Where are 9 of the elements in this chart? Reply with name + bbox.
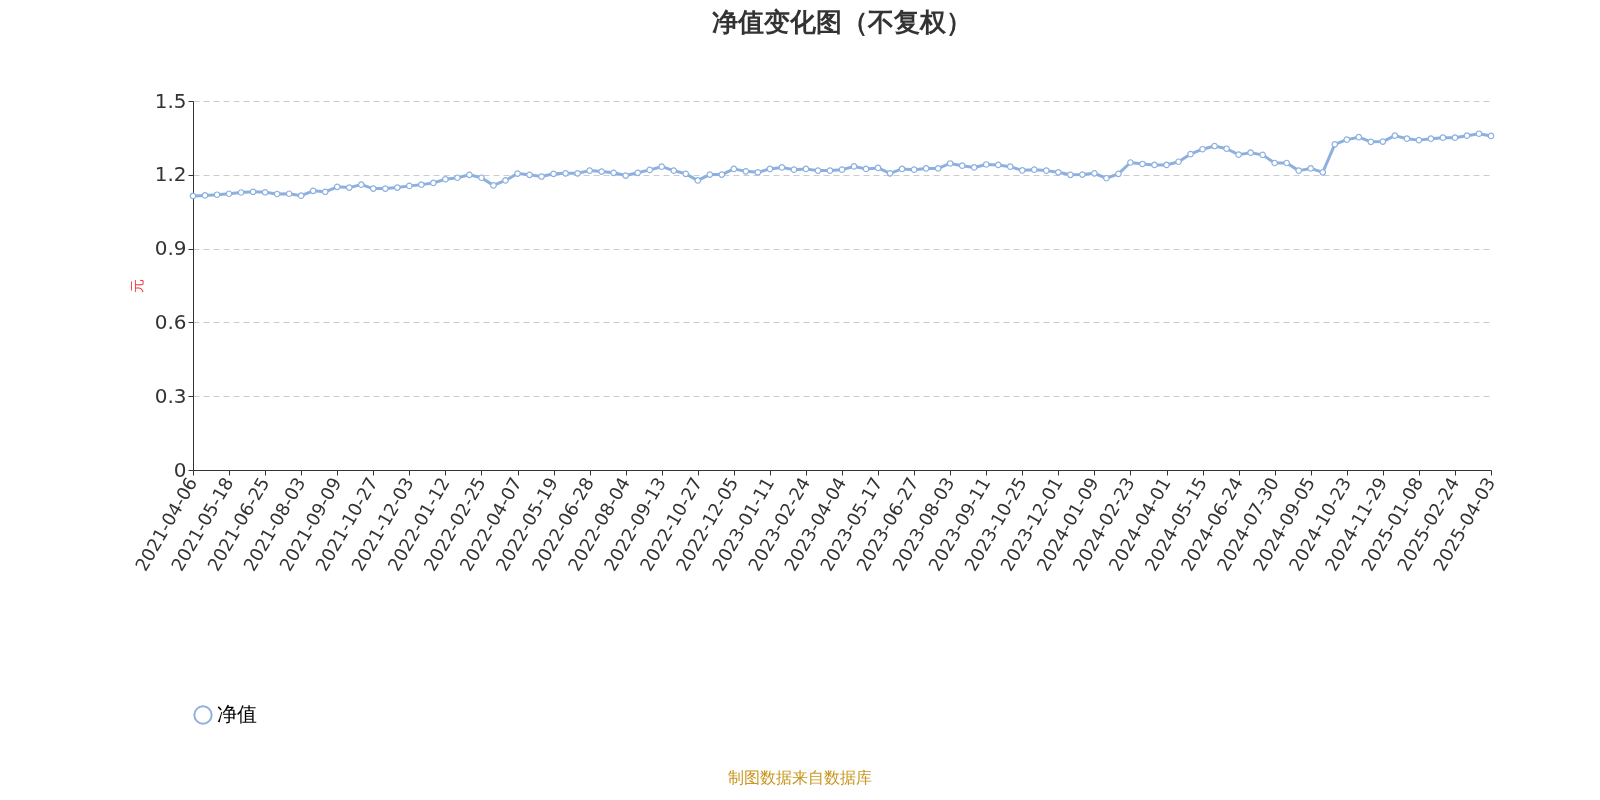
y-axis-title: 元 <box>128 279 145 293</box>
y-tick-label: 1.5 <box>154 88 187 113</box>
legend-label: 净值 <box>217 702 257 726</box>
y-tick-label: 1.2 <box>154 162 187 187</box>
y-tick-label: 0.6 <box>154 309 187 334</box>
y-tick-label: 0.9 <box>154 236 187 261</box>
chart-title: 净值变化图（不复权） <box>712 7 972 37</box>
y-tick-label: 0.3 <box>154 383 187 408</box>
text: 制图数据来自数据库 <box>727 768 873 789</box>
